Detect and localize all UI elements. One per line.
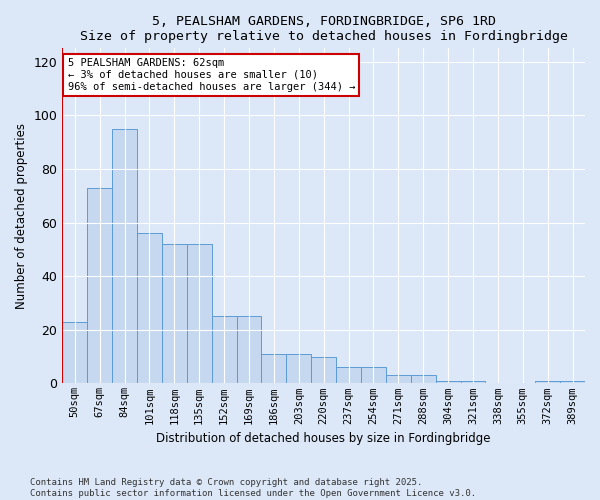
Bar bbox=[286, 354, 311, 384]
Text: 5 PEALSHAM GARDENS: 62sqm
← 3% of detached houses are smaller (10)
96% of semi-d: 5 PEALSHAM GARDENS: 62sqm ← 3% of detach… bbox=[68, 58, 355, 92]
Bar bbox=[361, 368, 386, 384]
Bar bbox=[535, 380, 560, 384]
Bar bbox=[162, 244, 187, 384]
Bar bbox=[336, 368, 361, 384]
X-axis label: Distribution of detached houses by size in Fordingbridge: Distribution of detached houses by size … bbox=[157, 432, 491, 445]
Bar bbox=[187, 244, 212, 384]
Bar bbox=[386, 376, 411, 384]
Y-axis label: Number of detached properties: Number of detached properties bbox=[15, 123, 28, 309]
Bar bbox=[560, 380, 585, 384]
Bar bbox=[311, 356, 336, 384]
Title: 5, PEALSHAM GARDENS, FORDINGBRIDGE, SP6 1RD
Size of property relative to detache: 5, PEALSHAM GARDENS, FORDINGBRIDGE, SP6 … bbox=[80, 15, 568, 43]
Text: Contains HM Land Registry data © Crown copyright and database right 2025.
Contai: Contains HM Land Registry data © Crown c… bbox=[30, 478, 476, 498]
Bar bbox=[62, 322, 87, 384]
Bar bbox=[212, 316, 236, 384]
Bar bbox=[87, 188, 112, 384]
Bar bbox=[262, 354, 286, 384]
Bar bbox=[236, 316, 262, 384]
Bar bbox=[461, 380, 485, 384]
Bar bbox=[436, 380, 461, 384]
Bar bbox=[411, 376, 436, 384]
Bar bbox=[112, 128, 137, 384]
Bar bbox=[137, 234, 162, 384]
